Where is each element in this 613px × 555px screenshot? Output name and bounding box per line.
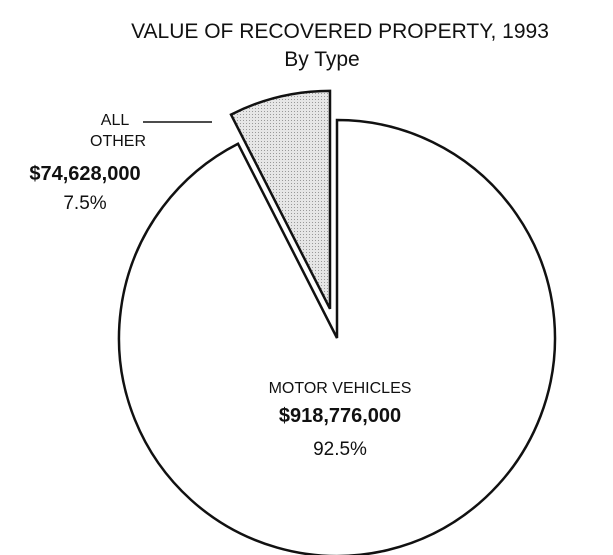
category-label: ALL OTHER — [90, 112, 146, 150]
value-label: 92.5% — [313, 439, 367, 460]
amount-label: $74,628,000 — [29, 163, 141, 185]
chart-title: VALUE OF RECOVERED PROPERTY, 1993 — [131, 20, 549, 43]
pie-slice — [229, 89, 332, 310]
category-label: MOTOR VEHICLES — [268, 380, 412, 397]
chart-subtitle: By Type — [284, 48, 360, 71]
pie-slice — [117, 118, 557, 555]
value-label: 7.5% — [63, 193, 107, 214]
amount-label: $918,776,000 — [278, 405, 402, 427]
